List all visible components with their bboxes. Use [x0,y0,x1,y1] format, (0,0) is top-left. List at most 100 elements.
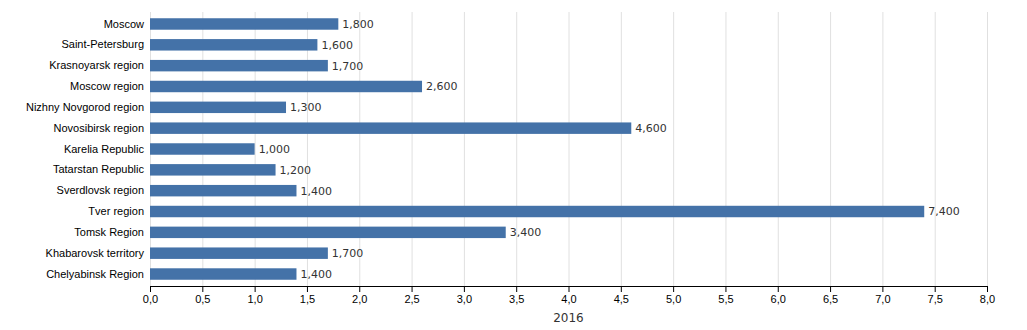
category-label: Karelia Republic [64,143,145,155]
tick-mark [830,286,831,292]
grid-tick [673,12,674,286]
grid-tick [935,12,936,286]
tick-label: 4,0 [561,293,576,305]
grid-line [725,12,726,286]
y-axis: Chelyabinsk RegionKhabarovsk territoryTo… [26,18,145,280]
grid-tick [778,12,779,286]
tick-mark [150,286,151,292]
bar [150,268,296,279]
grid-line [621,12,622,286]
grid-tick [359,12,360,286]
bar [150,18,338,29]
data-label: 3,400 [510,226,541,239]
bar [150,143,255,154]
grid-line [987,12,988,286]
grid-line [935,12,936,286]
category-label: Moscow region [70,80,144,92]
grid-line [359,12,360,286]
tick: 3,5 [509,286,524,305]
tick-label: 3,5 [509,293,524,305]
plot: 0,00,51,01,52,02,53,03,54,04,55,05,56,06… [26,12,995,305]
tick-mark [778,286,779,292]
grid-line [307,12,308,286]
grid-tick [307,12,308,286]
data-label: 1,700 [332,247,364,260]
tick: Khabarovsk territory [46,247,145,259]
chart: 0,00,51,01,52,02,53,03,54,04,55,05,56,06… [0,0,1027,330]
tick-mark [202,286,203,292]
data-label: 4,600 [635,122,667,135]
grid-tick [412,12,413,286]
tick: 7,5 [928,286,943,305]
tick: 2,5 [404,286,419,305]
data-label: 1,000 [259,143,291,156]
tick-label: 0,5 [195,293,210,305]
tick: Sverdlovsk region [57,184,144,196]
data-label: 1,400 [300,268,332,281]
tick: 5,5 [718,286,733,305]
tick-label: 7,0 [875,293,890,305]
data-label: 1,300 [290,101,322,114]
grid-tick [464,12,465,286]
tick: 1,5 [300,286,315,305]
tick-label: 5,5 [718,293,733,305]
grid-line [464,12,465,286]
tick: 4,0 [561,286,576,305]
tick-label: 6,5 [823,293,838,305]
tick-mark [569,286,570,292]
grid-tick [255,12,256,286]
category-label: Sverdlovsk region [57,184,144,196]
category-label: Novosibirsk region [54,122,144,134]
grid [151,12,988,286]
category-label: Moscow [104,18,144,30]
tick: 3,0 [457,286,472,305]
tick: Moscow [104,18,144,30]
grid-line [569,12,570,286]
bar [150,102,286,113]
category-label: Tatarstan Republic [53,163,145,175]
bar [150,206,924,217]
category-label: Chelyabinsk Region [46,268,144,280]
bar [150,185,296,196]
tick-mark [516,286,517,292]
grid-tick [621,12,622,286]
tick: 8,0 [980,286,995,305]
tick-label: 1,5 [300,293,315,305]
bar [150,39,317,50]
tick-mark [987,286,988,292]
bar [150,81,422,92]
grid-tick [830,12,831,286]
tick-label: 6,0 [771,293,786,305]
tick-label: 5,0 [666,293,681,305]
tick: Moscow region [70,80,144,92]
tick: Tver region [88,205,144,217]
tick: Tatarstan Republic [53,163,145,175]
grid-line [255,12,256,286]
axis-line [151,287,988,293]
bar [150,247,328,258]
grid-tick [569,12,570,286]
grid-line [516,12,517,286]
data-label: 1,400 [300,185,332,198]
x-axis-label: 2016 [553,311,584,325]
data-label: 1,600 [321,39,353,52]
tick: Novosibirsk region [54,122,144,134]
grid-tick [987,12,988,286]
category-label: Tver region [88,205,144,217]
bar [150,227,506,238]
tick: 7,0 [875,286,890,305]
category-label: Krasnoyarsk region [49,59,144,71]
category-label: Nizhny Novgorod region [26,101,144,113]
tick-mark [464,286,465,292]
x-axis: 0,00,51,01,52,02,53,03,54,04,55,05,56,06… [143,286,995,305]
bar [150,164,276,175]
bars [150,18,924,279]
tick-mark [725,286,726,292]
tick-mark [412,286,413,292]
grid-line [778,12,779,286]
data-labels: 1,4001,7003,4007,4001,4001,2001,0004,600… [259,18,960,281]
category-label: Saint-Petersburg [61,38,144,50]
data-label: 2,600 [426,80,458,93]
tick-label: 4,5 [614,293,629,305]
tick-label: 1,0 [247,293,262,305]
